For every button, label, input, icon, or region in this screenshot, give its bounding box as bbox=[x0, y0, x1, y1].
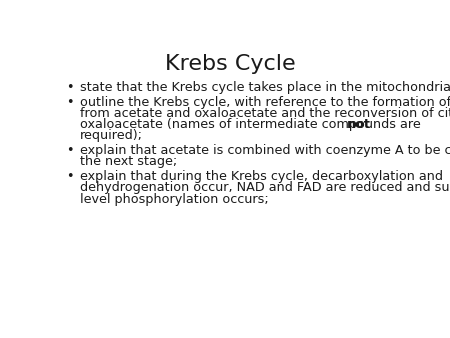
Text: the next stage;: the next stage; bbox=[80, 155, 177, 168]
Text: not: not bbox=[346, 118, 370, 131]
Text: explain that during the Krebs cycle, decarboxylation and: explain that during the Krebs cycle, dec… bbox=[80, 170, 442, 183]
Text: •: • bbox=[67, 80, 74, 94]
Text: Krebs Cycle: Krebs Cycle bbox=[165, 54, 296, 74]
Text: required);: required); bbox=[80, 129, 143, 142]
Text: outline the Krebs cycle, with reference to the formation of citrate: outline the Krebs cycle, with reference … bbox=[80, 96, 450, 108]
Text: dehydrogenation occur, NAD and FAD are reduced and substrate: dehydrogenation occur, NAD and FAD are r… bbox=[80, 182, 450, 194]
Text: •: • bbox=[67, 170, 74, 183]
Text: state that the Krebs cycle takes place in the mitochondrial matrix;: state that the Krebs cycle takes place i… bbox=[80, 80, 450, 94]
Text: •: • bbox=[67, 144, 74, 157]
Text: from acetate and oxaloacetate and the reconversion of citrate to: from acetate and oxaloacetate and the re… bbox=[80, 107, 450, 120]
Text: explain that acetate is combined with coenzyme A to be carried to: explain that acetate is combined with co… bbox=[80, 144, 450, 157]
Text: oxaloacetate (names of intermediate compounds are: oxaloacetate (names of intermediate comp… bbox=[80, 118, 424, 131]
Text: •: • bbox=[67, 96, 74, 108]
Text: level phosphorylation occurs;: level phosphorylation occurs; bbox=[80, 193, 268, 206]
